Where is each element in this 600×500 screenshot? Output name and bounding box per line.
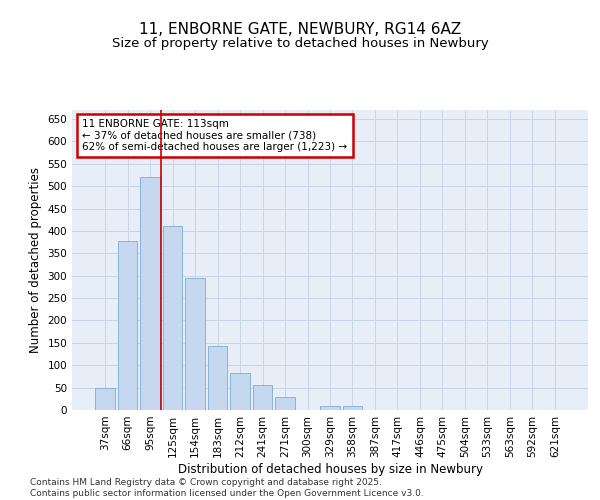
Bar: [253, 386, 272, 410]
Bar: [163, 226, 182, 410]
Text: Size of property relative to detached houses in Newbury: Size of property relative to detached ho…: [112, 38, 488, 51]
Bar: [185, 278, 205, 410]
Bar: [208, 346, 227, 410]
Text: 11 ENBORNE GATE: 113sqm
← 37% of detached houses are smaller (738)
62% of semi-d: 11 ENBORNE GATE: 113sqm ← 37% of detache…: [82, 119, 347, 152]
Text: 11, ENBORNE GATE, NEWBURY, RG14 6AZ: 11, ENBORNE GATE, NEWBURY, RG14 6AZ: [139, 22, 461, 38]
Text: Contains HM Land Registry data © Crown copyright and database right 2025.
Contai: Contains HM Land Registry data © Crown c…: [30, 478, 424, 498]
Bar: [320, 406, 340, 410]
Bar: [118, 240, 137, 410]
Bar: [95, 388, 115, 410]
Bar: [343, 406, 362, 410]
Bar: [140, 177, 160, 410]
Y-axis label: Number of detached properties: Number of detached properties: [29, 167, 42, 353]
X-axis label: Distribution of detached houses by size in Newbury: Distribution of detached houses by size …: [178, 462, 482, 475]
Bar: [275, 398, 295, 410]
Bar: [230, 373, 250, 410]
